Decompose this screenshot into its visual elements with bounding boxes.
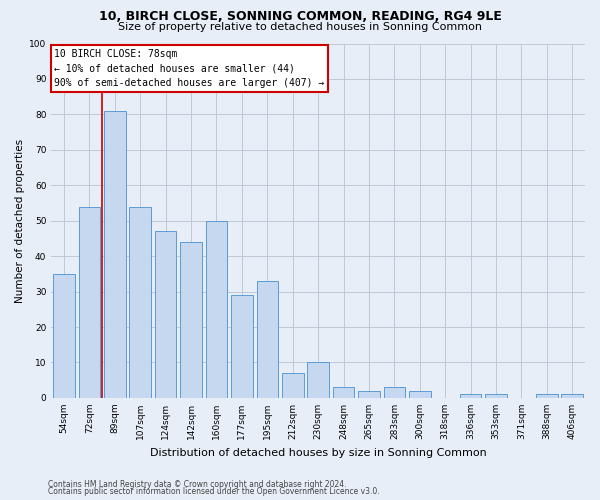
Bar (358, 391, 380, 398)
Bar (206, 220, 227, 398)
Bar (104, 111, 125, 398)
X-axis label: Distribution of detached houses by size in Sonning Common: Distribution of detached houses by size … (150, 448, 487, 458)
Text: Contains public sector information licensed under the Open Government Licence v3: Contains public sector information licen… (48, 487, 380, 496)
Bar (562, 394, 583, 398)
Bar (231, 295, 253, 398)
Bar (333, 388, 355, 398)
Y-axis label: Number of detached properties: Number of detached properties (15, 138, 25, 303)
Text: 10 BIRCH CLOSE: 78sqm
← 10% of detached houses are smaller (44)
90% of semi-deta: 10 BIRCH CLOSE: 78sqm ← 10% of detached … (54, 49, 324, 88)
Bar (53, 274, 75, 398)
Bar (282, 373, 304, 398)
Bar (383, 388, 405, 398)
Bar (155, 232, 176, 398)
Bar (485, 394, 507, 398)
Text: Contains HM Land Registry data © Crown copyright and database right 2024.: Contains HM Land Registry data © Crown c… (48, 480, 347, 489)
Bar (180, 242, 202, 398)
Bar (79, 206, 100, 398)
Text: 10, BIRCH CLOSE, SONNING COMMON, READING, RG4 9LE: 10, BIRCH CLOSE, SONNING COMMON, READING… (98, 10, 502, 23)
Bar (409, 391, 431, 398)
Bar (536, 394, 557, 398)
Bar (307, 362, 329, 398)
Text: Size of property relative to detached houses in Sonning Common: Size of property relative to detached ho… (118, 22, 482, 32)
Bar (130, 206, 151, 398)
Bar (257, 281, 278, 398)
Bar (460, 394, 481, 398)
